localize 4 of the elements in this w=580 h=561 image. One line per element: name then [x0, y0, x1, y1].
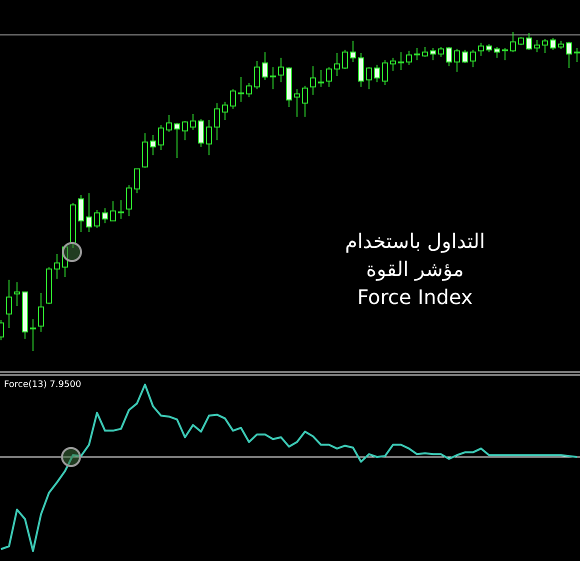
annotation: Force Index [357, 285, 473, 309]
annotation: التداول باستخدام [344, 229, 486, 253]
annotation: مؤشر القوة [366, 257, 464, 281]
chart-title: Force(13) 7.9500 [4, 380, 82, 390]
